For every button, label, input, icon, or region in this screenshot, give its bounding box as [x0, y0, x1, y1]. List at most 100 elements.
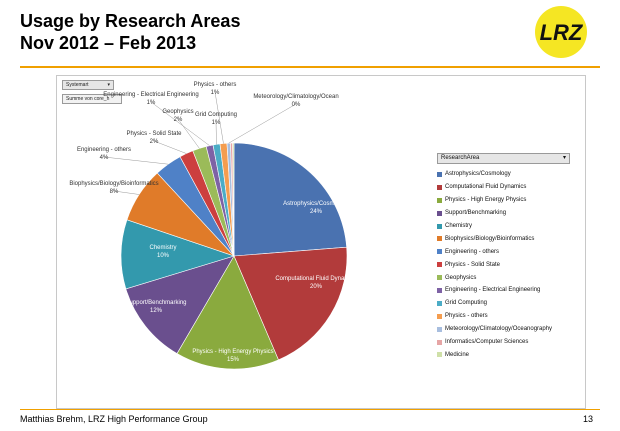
- legend-swatch-7: [437, 249, 442, 255]
- chevron-down-icon: ▾: [107, 82, 110, 88]
- slice-label-2: Computational Fluid Dynamics: [275, 276, 356, 282]
- footer-author: Matthias Brehm, LRZ High Performance Gro…: [20, 414, 208, 424]
- legend-item-13: Meteorology/Climatology/Oceanography: [437, 323, 570, 336]
- legend-item-5: Chemistry: [437, 220, 570, 233]
- legend-label-12: Physics - others: [445, 313, 488, 320]
- slice-label-9: Geophysics: [162, 109, 193, 115]
- slice-label-5: Chemistry: [149, 245, 176, 251]
- slice-pct-11: 1%: [212, 120, 221, 126]
- legend-item-10: Engineering - Electrical Engineering: [437, 284, 570, 297]
- logo-text: LRZ: [540, 20, 584, 45]
- leader-line-7: [103, 156, 169, 165]
- slice-label-3: Physics - High Energy Physics: [192, 349, 273, 355]
- title-line-2: Nov 2012 – Feb 2013: [20, 33, 197, 53]
- systemart-filter-button[interactable]: Systemart ▾: [62, 80, 114, 90]
- legend-item-2: Computational Fluid Dynamics: [437, 181, 570, 194]
- pie-slice-2[interactable]: [233, 246, 348, 361]
- legend-item-8: Physics - Solid State: [437, 258, 570, 271]
- legend-label-11: Grid Computing: [445, 300, 488, 307]
- legend-item-3: Physics - High Energy Physics: [437, 194, 570, 207]
- slice-pct-12: 1%: [211, 90, 220, 96]
- legend-swatch-4: [437, 210, 442, 216]
- title-line-1: Usage by Research Areas: [20, 11, 241, 31]
- legend-swatch-11: [437, 300, 442, 306]
- slice-pct-6: 8%: [110, 189, 119, 195]
- legend-label-15: Medicine: [445, 351, 470, 358]
- legend-swatch-12: [437, 313, 442, 319]
- legend-label-5: Chemistry: [445, 223, 473, 229]
- legend-swatch-15: [437, 352, 442, 358]
- legend-label-7: Engineering - others: [445, 248, 500, 255]
- legend-swatch-3: [437, 197, 442, 203]
- pie-slice-1[interactable]: [233, 142, 347, 257]
- pie-chart: Astrophysics/Cosmology 24% Computational F…: [69, 82, 357, 370]
- slice-pct-2: 20%: [310, 284, 323, 290]
- legend-label-2: Computational Fluid Dynamics: [445, 184, 527, 191]
- legend-label-8: Physics - Solid State: [445, 261, 501, 268]
- slice-pct-13: 0%: [292, 102, 301, 108]
- leader-line-8: [153, 140, 187, 154]
- legend-header: ResearchArea: [441, 155, 480, 161]
- legend-item-6: Biophysics/Biology/Bioinformatics: [437, 232, 570, 245]
- leader-line-6: [113, 190, 140, 195]
- header-rule: [20, 66, 600, 68]
- slice-pct-3: 15%: [227, 357, 240, 363]
- legend-label-13: Meteorology/Climatology/Oceanography: [445, 326, 553, 333]
- legend-label-3: Physics - High Energy Physics: [445, 197, 527, 204]
- legend-item-7: Engineering - others: [437, 245, 570, 258]
- slice-pct-9: 2%: [174, 117, 183, 123]
- legend-label-6: Biophysics/Biology/Bioinformatics: [445, 235, 535, 242]
- legend-swatch-5: [437, 223, 442, 229]
- legend-label-14: Informatics/Computer Sciences: [445, 339, 529, 346]
- leader-line-9: [177, 118, 200, 149]
- legend-swatch-1: [437, 171, 442, 177]
- legend-swatch-9: [437, 275, 442, 281]
- legend-swatch-14: [437, 339, 442, 345]
- lrz-logo: LRZ: [535, 6, 587, 58]
- slide-title: Usage by Research Areas Nov 2012 – Feb 2…: [20, 10, 240, 54]
- chart-legend: ResearchArea ▾ Astrophysics/Cosmology Com…: [437, 153, 570, 361]
- leader-line-12: [214, 91, 224, 144]
- slice-pct-8: 2%: [150, 139, 159, 145]
- slice-label-12: Physics - others: [194, 82, 237, 88]
- legend-item-12: Physics - others: [437, 310, 570, 323]
- leader-line-13: [228, 103, 297, 144]
- slice-label-4: Support/Benchmarking: [125, 300, 186, 306]
- footer-rule: [20, 409, 600, 410]
- slice-label-1: Astrophysics/Cosmology: [283, 201, 349, 207]
- legend-item-1: Astrophysics/Cosmology: [437, 168, 570, 181]
- slice-label-6: Biophysics/Biology/Bioinformatics: [69, 181, 158, 187]
- slice-label-7: Engineering - others: [77, 147, 131, 153]
- legend-item-9: Geophysics: [437, 271, 570, 284]
- slice-label-10: Engineering - Electrical Engineering: [103, 92, 198, 98]
- slice-pct-1: 24%: [310, 209, 323, 215]
- legend-label-4: Support/Benchmarking: [445, 210, 507, 217]
- slice-label-13: Meteorology/Climatology/Ocean: [253, 94, 338, 100]
- slice-pct-5: 10%: [157, 253, 170, 259]
- legend-swatch-8: [437, 262, 442, 268]
- slice-label-11: Grid Computing: [195, 112, 237, 118]
- slice-pct-10: 1%: [147, 100, 156, 106]
- systemart-label: Systemart: [66, 82, 89, 88]
- legend-item-15: Medicine: [437, 348, 570, 361]
- legend-item-4: Support/Benchmarking: [437, 207, 570, 220]
- legend-label-10: Engineering - Electrical Engineering: [445, 287, 541, 294]
- summe-label: Summe von core_h: [66, 96, 110, 102]
- slice-pct-7: 4%: [100, 155, 109, 161]
- legend-label-1: Astrophysics/Cosmology: [445, 171, 511, 178]
- chevron-down-icon: ▾: [562, 155, 566, 161]
- legend-swatch-2: [437, 184, 442, 190]
- legend-swatch-13: [437, 326, 442, 332]
- leader-line-10: [150, 101, 210, 146]
- researcharea-filter-button[interactable]: ResearchArea ▾: [437, 153, 570, 164]
- legend-swatch-6: [437, 236, 442, 242]
- page-number: 13: [583, 414, 594, 424]
- pie-slice-3[interactable]: [176, 255, 279, 370]
- pie-slice-4[interactable]: [125, 255, 235, 354]
- legend-swatch-10: [437, 287, 442, 293]
- pie-slice-15[interactable]: [232, 142, 235, 257]
- legend-item-11: Grid Computing: [437, 297, 570, 310]
- legend-label-9: Geophysics: [445, 274, 477, 281]
- slice-pct-4: 12%: [150, 308, 163, 314]
- summe-value-field[interactable]: Summe von core_h: [62, 94, 122, 104]
